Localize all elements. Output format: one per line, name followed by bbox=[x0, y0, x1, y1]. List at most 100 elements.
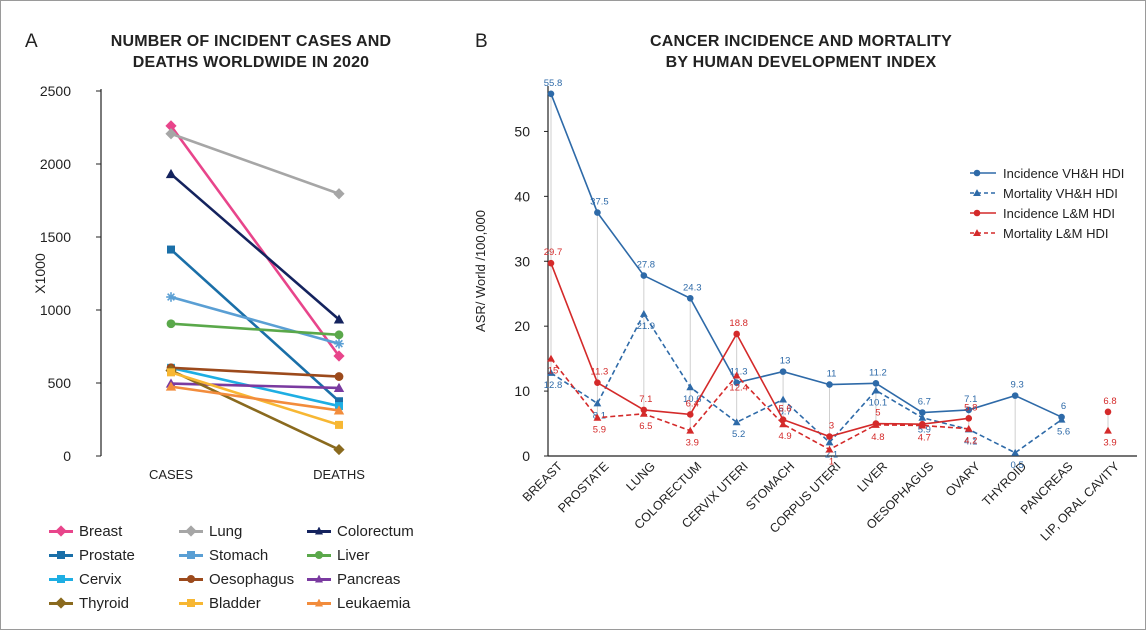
data-point bbox=[779, 395, 787, 403]
legend-label: Thyroid bbox=[79, 594, 130, 612]
y-tick-label: 40 bbox=[514, 188, 530, 204]
panel-b: B CANCER INCIDENCE AND MORTALITY BY HUMA… bbox=[461, 1, 1146, 631]
data-point bbox=[334, 372, 344, 381]
panel-a-letter: A bbox=[25, 31, 38, 52]
data-label: 4.9 bbox=[778, 431, 791, 442]
legend-swatch bbox=[970, 189, 996, 196]
data-label: 2.1 bbox=[825, 449, 838, 460]
data-point bbox=[547, 354, 555, 362]
data-point bbox=[1057, 415, 1066, 423]
data-point bbox=[918, 413, 927, 421]
data-point bbox=[335, 397, 343, 406]
series-line bbox=[170, 366, 340, 378]
panel-a-title: NUMBER OF INCIDENT CASES AND DEATHS WORL… bbox=[41, 31, 461, 73]
data-point bbox=[918, 421, 927, 429]
data-point bbox=[686, 383, 695, 391]
legend-label: Prostate bbox=[79, 546, 135, 564]
data-label: 6.7 bbox=[918, 397, 931, 408]
data-label: 24.3 bbox=[683, 282, 702, 293]
data-label: 5.9 bbox=[918, 425, 931, 436]
series-line bbox=[550, 93, 1062, 418]
legend-label: Mortality VH&H HDI bbox=[1003, 185, 1118, 201]
legend-swatch bbox=[49, 574, 73, 583]
data-point bbox=[965, 415, 973, 422]
x-category-label: PROSTATE bbox=[555, 459, 611, 515]
legend-label: Incidence L&M HDI bbox=[1003, 205, 1115, 221]
series-line bbox=[550, 312, 1063, 454]
series-stomach bbox=[166, 292, 344, 349]
legend-item-liver: Liver bbox=[307, 545, 370, 565]
data-point bbox=[333, 405, 345, 415]
legend-swatch bbox=[307, 550, 331, 559]
data-point bbox=[334, 330, 344, 340]
y-tick-label: 0 bbox=[63, 448, 71, 464]
series-breast bbox=[165, 120, 345, 362]
data-label: 29.7 bbox=[544, 247, 563, 258]
legend-item-prostate: Prostate bbox=[49, 545, 135, 565]
legend-label: Bladder bbox=[209, 594, 261, 612]
data-label: 5.6 bbox=[1057, 427, 1070, 438]
series-line bbox=[170, 132, 340, 196]
legend-item-cervix: Cervix bbox=[49, 569, 122, 589]
series-line bbox=[550, 358, 969, 451]
data-point bbox=[333, 314, 345, 324]
series-colorectum bbox=[165, 168, 345, 324]
legend-swatch bbox=[179, 524, 203, 537]
series-mortality-vh-h-hdi: 12.8 8.1 21.9 10.6 5.2 8.7 2.1 10.1 5.9 4.1 0.5 5.6 bbox=[544, 309, 1070, 471]
x-category-label: LIP, ORAL CAVITY bbox=[1038, 459, 1123, 544]
data-label: 9.3 bbox=[1011, 380, 1024, 391]
data-point bbox=[593, 413, 602, 421]
legend-item-pancreas: Pancreas bbox=[307, 569, 400, 589]
y-tick-label: 50 bbox=[514, 123, 530, 139]
panel-a: A NUMBER OF INCIDENT CASES AND DEATHS WO… bbox=[1, 1, 461, 631]
data-point bbox=[639, 409, 648, 417]
legend-label: Colorectum bbox=[337, 522, 414, 540]
data-point bbox=[732, 418, 741, 426]
chart-a-legend: Breast Lung Colorectum Prostate Stomach Liver… bbox=[49, 521, 459, 629]
y-tick-label: 1500 bbox=[40, 229, 71, 245]
x-category-label: BREAST bbox=[520, 459, 566, 505]
legend-label: Stomach bbox=[209, 546, 269, 564]
data-label: 7.1 bbox=[964, 394, 977, 405]
series-liver bbox=[166, 319, 344, 340]
x-category-label: DEATHS bbox=[313, 467, 365, 482]
data-label: 1 bbox=[829, 457, 834, 468]
series-line bbox=[550, 262, 969, 438]
data-point bbox=[733, 379, 740, 386]
data-point bbox=[639, 309, 648, 317]
legend-item-breast: Breast bbox=[49, 521, 122, 541]
data-point bbox=[593, 399, 602, 407]
data-point bbox=[165, 120, 177, 132]
legend-label: Lung bbox=[209, 522, 243, 540]
series-leukaemia bbox=[165, 381, 345, 415]
y-tick-label: 1000 bbox=[40, 302, 71, 318]
data-label: 12.8 bbox=[544, 380, 563, 391]
legend-item-thyroid: Thyroid bbox=[49, 593, 129, 613]
data-label: 3.9 bbox=[686, 438, 699, 449]
series-line bbox=[170, 173, 340, 321]
y-tick-label: 500 bbox=[48, 375, 72, 391]
data-point bbox=[732, 371, 741, 379]
data-label: 4.8 bbox=[871, 432, 884, 443]
data-label: 11.2 bbox=[869, 367, 887, 378]
y-tick-label: 2500 bbox=[40, 83, 71, 99]
y-tick-label: 30 bbox=[514, 253, 530, 269]
data-label: 11 bbox=[827, 369, 837, 380]
data-point bbox=[686, 411, 694, 418]
data-label: 18.8 bbox=[729, 318, 748, 329]
legend-item-mortality-vh-h-hdi: Mortality VH&H HDI bbox=[969, 184, 1118, 202]
data-label: 5.6 bbox=[778, 404, 791, 415]
x-category-label: LIVER bbox=[855, 459, 890, 494]
panel-b-title-line2: BY HUMAN DEVELOPMENT INDEX bbox=[665, 54, 937, 71]
data-point bbox=[779, 416, 787, 423]
legend-item-leukaemia: Leukaemia bbox=[307, 593, 410, 613]
data-label: 55.8 bbox=[544, 78, 563, 89]
legend-swatch bbox=[307, 574, 331, 583]
legend-swatch bbox=[179, 598, 203, 607]
legend-swatch bbox=[307, 598, 331, 607]
legend-marker bbox=[973, 209, 981, 217]
legend-item-stomach: Stomach bbox=[179, 545, 268, 565]
data-point bbox=[733, 330, 740, 338]
legend-swatch bbox=[970, 229, 996, 236]
